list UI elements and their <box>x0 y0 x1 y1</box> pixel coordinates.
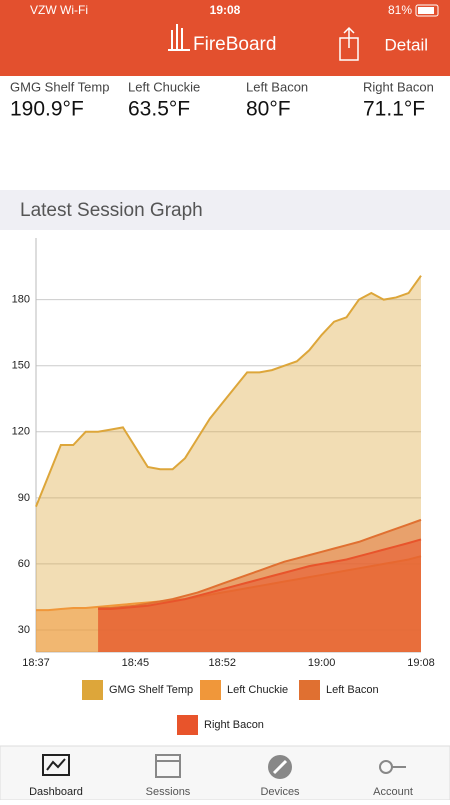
tab-icons <box>42 754 406 779</box>
y-tick-label: 90 <box>18 492 30 504</box>
y-tick-label: 150 <box>12 360 30 372</box>
readout-label: Left Bacon <box>246 79 308 94</box>
y-tick-label: 60 <box>18 558 30 570</box>
readout-label: Left Chuckie <box>128 79 200 94</box>
y-tick-label: 180 <box>12 294 30 306</box>
series-line <box>98 518 422 609</box>
x-tick-label: 18:37 <box>22 657 50 669</box>
series-line <box>35 275 422 508</box>
series-line <box>98 538 422 611</box>
tab-label[interactable]: Account <box>373 786 413 798</box>
legend-swatch <box>299 680 320 700</box>
legend-label: Left Chuckie <box>227 684 288 696</box>
x-tick-label: 18:45 <box>122 657 150 669</box>
x-tick-label: 18:52 <box>209 657 237 669</box>
tabs: Dashboard Sessions Devices Account <box>29 786 413 798</box>
logo-icon <box>168 24 190 51</box>
legend-label: Left Bacon <box>326 684 379 696</box>
readout-label: Right Bacon <box>363 79 434 94</box>
share-button[interactable] <box>339 26 359 61</box>
readouts: GMG Shelf Temp 190.9°F Left Chuckie 63.5°F L… <box>10 79 434 120</box>
carrier: VZW Wi-Fi <box>30 3 88 17</box>
legend-label: Right Bacon <box>204 719 264 731</box>
readout-label: GMG Shelf Temp <box>10 79 109 94</box>
tab-bar <box>0 745 450 801</box>
x-tick-label: 19:00 <box>308 657 336 669</box>
section-bar <box>0 190 450 230</box>
clock: 19:08 <box>210 3 241 17</box>
y-tick-label: 120 <box>12 426 30 438</box>
app-header <box>0 0 450 76</box>
readout-value: 80°F <box>246 98 291 121</box>
battery-text: 81% <box>388 3 412 17</box>
tab-label[interactable]: Sessions <box>146 786 191 798</box>
battery-icon <box>415 4 439 17</box>
legend-swatch <box>200 680 221 700</box>
readout-value: 190.9°F <box>10 98 84 121</box>
readout-value: 71.1°F <box>363 98 425 121</box>
tab-label[interactable]: Dashboard <box>29 786 83 798</box>
y-tick-label: 30 <box>18 624 30 636</box>
legend-swatch <box>177 715 198 735</box>
chart: 30 60 90 120 150 180 18:37 18:45 18:52 19:00 19:08… <box>12 238 435 735</box>
section-title: Latest Session Graph <box>20 200 203 221</box>
app-title: FireBoard <box>193 34 276 55</box>
detail-button[interactable]: Detail <box>385 35 428 54</box>
tab-label[interactable]: Devices <box>260 786 300 798</box>
area-fill <box>98 539 421 652</box>
legend-label: GMG Shelf Temp <box>109 684 193 696</box>
x-tick-label: 19:08 <box>407 657 435 669</box>
readout-value: 63.5°F <box>128 98 190 121</box>
battery-level <box>418 7 434 14</box>
legend-swatch <box>82 680 103 700</box>
